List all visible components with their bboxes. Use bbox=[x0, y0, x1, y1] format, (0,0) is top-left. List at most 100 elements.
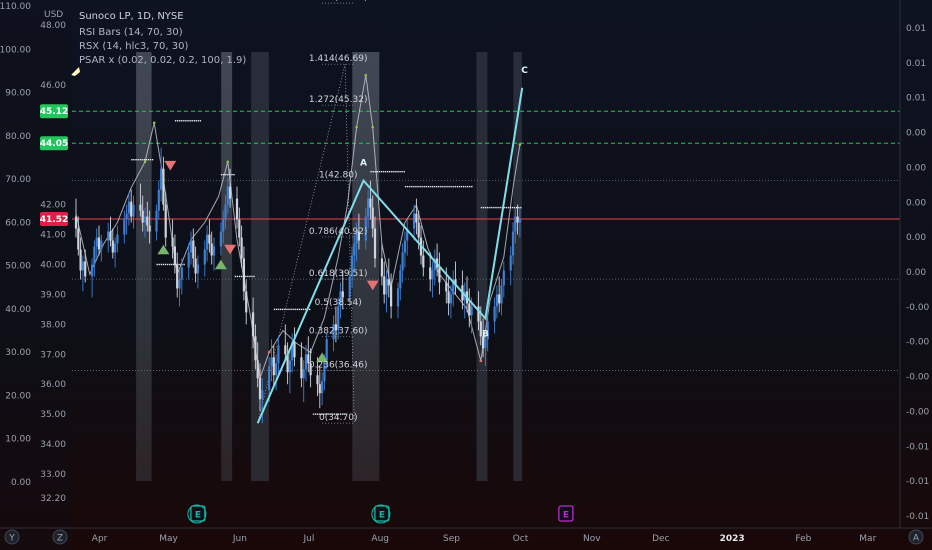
pattern-label-a: A bbox=[360, 159, 367, 169]
psar-dot bbox=[391, 170, 393, 173]
psar-dot bbox=[234, 275, 237, 278]
candle-body bbox=[162, 168, 165, 205]
psar-dot bbox=[231, 173, 233, 176]
psar-dot bbox=[294, 308, 296, 311]
price-badge: 44.05 bbox=[40, 136, 68, 151]
psar-dot bbox=[409, 185, 411, 188]
candle-body bbox=[148, 225, 151, 232]
candle-body bbox=[171, 237, 174, 247]
candle bbox=[95, 228, 98, 259]
candle bbox=[300, 342, 303, 388]
candle bbox=[422, 240, 425, 277]
axis-button-y[interactable]: Y bbox=[4, 529, 20, 545]
candle-body bbox=[325, 339, 328, 361]
psar-dot bbox=[222, 173, 225, 176]
right-axis-tick: 0.01 bbox=[906, 94, 926, 104]
legend-indicator-rsi-bars[interactable]: RSI Bars (14, 70, 30) bbox=[79, 27, 183, 38]
psar-dot bbox=[139, 158, 141, 161]
candle bbox=[373, 216, 377, 268]
candle-body bbox=[431, 270, 434, 280]
candle-body bbox=[438, 267, 441, 283]
psar-dot bbox=[179, 120, 181, 122]
candle bbox=[447, 276, 450, 316]
earnings-event-box bbox=[190, 505, 206, 522]
earnings-event-icon[interactable]: E bbox=[371, 504, 391, 524]
candle-body bbox=[132, 204, 135, 217]
candle bbox=[509, 246, 512, 286]
psar-dot bbox=[403, 170, 405, 173]
price-badge-bg bbox=[40, 136, 68, 151]
candle bbox=[468, 288, 471, 328]
candle bbox=[387, 258, 390, 298]
psar-dot bbox=[480, 206, 483, 209]
psar-dot bbox=[497, 206, 499, 209]
candle-body bbox=[514, 216, 517, 232]
psar-dot bbox=[197, 120, 200, 122]
psar-dot bbox=[329, 413, 331, 415]
psar-dot bbox=[199, 120, 202, 122]
psar-dot bbox=[423, 185, 425, 188]
time-axis[interactable]: Apr May Jun Jul Aug Sep Oct Nov Dec 2023 Feb Mar bbox=[92, 534, 877, 544]
price-badge-label: 44.05 bbox=[40, 139, 68, 149]
candle-body bbox=[224, 204, 227, 220]
psar-dot bbox=[233, 173, 235, 176]
candle bbox=[325, 333, 328, 370]
earnings-event-icon[interactable]: E bbox=[187, 504, 207, 524]
pattern-label-b: B bbox=[482, 329, 489, 339]
psar-dot bbox=[253, 275, 255, 278]
candle-body bbox=[157, 189, 160, 211]
candle bbox=[500, 279, 503, 316]
psar-dot bbox=[149, 158, 152, 161]
candle bbox=[74, 198, 78, 238]
earnings-event-ring bbox=[187, 504, 207, 524]
earnings-event-icon[interactable]: E bbox=[558, 505, 574, 522]
psar-dot bbox=[386, 170, 389, 173]
fib-level-label: 0(34.70) bbox=[319, 413, 358, 423]
psar-dot bbox=[505, 206, 508, 209]
candle bbox=[431, 261, 434, 298]
legend-indicator-rsx[interactable]: RSX (14, hlc3, 70, 30) bbox=[79, 41, 188, 52]
psar-dot bbox=[151, 158, 154, 161]
legend: Sunoco LP, 1D, NYSE RSI Bars (14, 70, 30… bbox=[71, 11, 246, 76]
candle-body bbox=[291, 342, 294, 361]
rsi-highlight-1 bbox=[221, 52, 233, 481]
price-tick: 37.00 bbox=[40, 350, 66, 360]
candle-body bbox=[307, 354, 310, 364]
rsx-overbought-point bbox=[518, 143, 522, 146]
oscillator-tick: 80.00 bbox=[5, 132, 31, 142]
price-tick: 36.00 bbox=[40, 380, 66, 390]
candle-body bbox=[396, 288, 400, 307]
psar-dot bbox=[382, 170, 385, 173]
axis-button-z[interactable]: Z bbox=[52, 529, 68, 545]
psar-dot bbox=[227, 173, 229, 176]
psar-dot bbox=[411, 185, 413, 188]
psar-dot bbox=[280, 308, 282, 311]
psar-dot bbox=[137, 158, 139, 161]
psar-dot bbox=[446, 185, 448, 188]
psar-dot bbox=[275, 308, 278, 311]
psar-dot bbox=[511, 206, 514, 209]
time-tick: Jun bbox=[232, 534, 247, 544]
candle bbox=[258, 363, 262, 412]
psar-dot bbox=[292, 308, 294, 311]
candle bbox=[484, 330, 487, 367]
fib-level-label: 0.382(37.60) bbox=[309, 326, 368, 336]
candle bbox=[511, 222, 515, 265]
candle-body bbox=[449, 294, 452, 304]
candle bbox=[341, 270, 344, 310]
oscillator-tick: 70.00 bbox=[5, 175, 31, 185]
axis-button-auto[interactable]: A bbox=[908, 529, 924, 545]
time-tick: May bbox=[159, 534, 178, 544]
oscillator-tick: 60.00 bbox=[5, 218, 31, 228]
right-axis-tick: -0.00 bbox=[906, 407, 930, 417]
candle-body bbox=[355, 231, 358, 244]
psar-dot bbox=[419, 185, 421, 188]
psar-dot bbox=[133, 158, 135, 161]
candle bbox=[399, 264, 402, 301]
earnings-event-box bbox=[558, 505, 574, 522]
fib-level-label: 1.272(45.32) bbox=[309, 95, 368, 105]
price-axis: 48.00 46.00 42.00 41.00 40.00 39.00 38.00 37.00… bbox=[40, 21, 68, 504]
legend-indicator-psar[interactable]: PSAR x (0.02, 0.02, 0.2, 100, 1.9) bbox=[79, 55, 246, 66]
candle-body bbox=[116, 234, 119, 244]
candle bbox=[229, 168, 232, 208]
